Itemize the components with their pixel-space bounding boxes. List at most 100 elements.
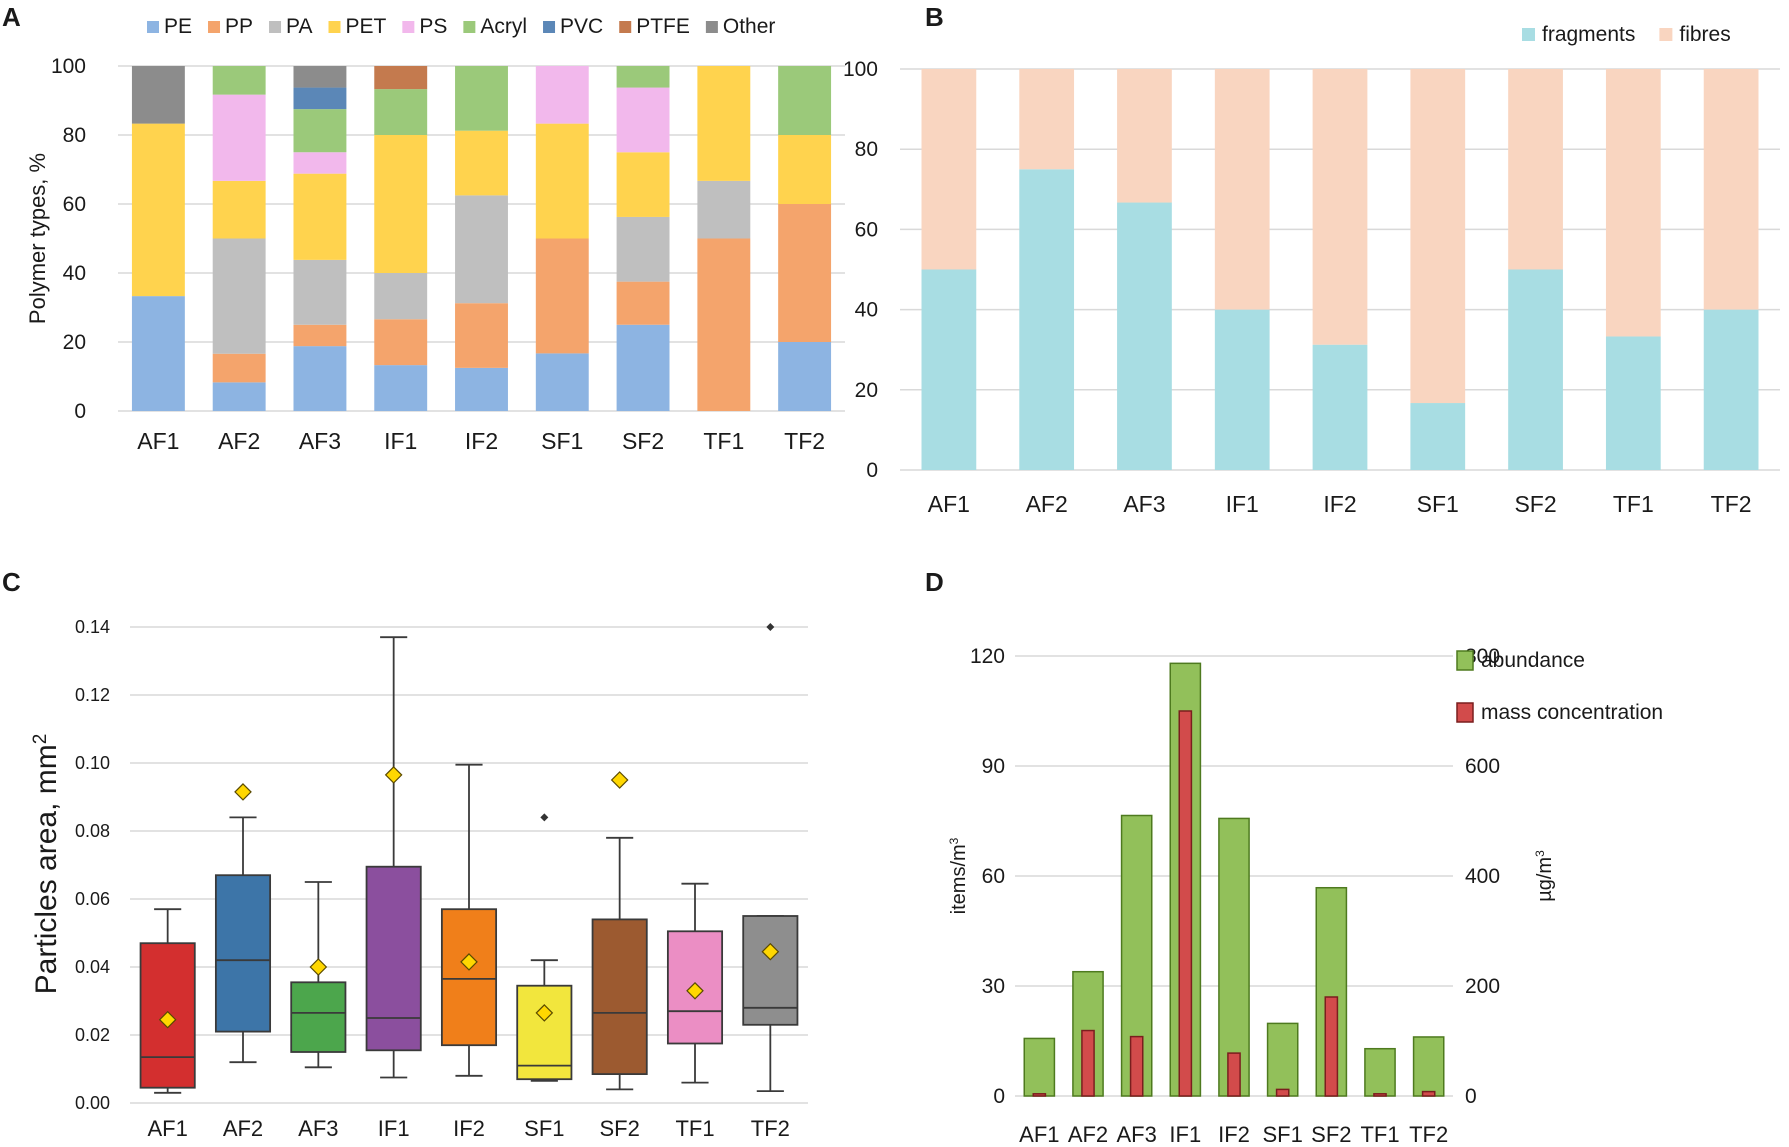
d-bar-sf2-mass-concentration [1324, 996, 1339, 1097]
chart-a-polymer-types: 0 20 40 60 80 100 Polymer types, % AF1 AF2 AF3 IF1… [25, 15, 845, 454]
b-bar-tf1-fibres [1605, 69, 1661, 337]
c-box-if1 [365, 865, 422, 1052]
d-legend-label-mass-concentration: mass concentration [1481, 701, 1663, 724]
a-legend-swatch-ptfe [619, 21, 632, 33]
b-bar-if2-fibres [1312, 69, 1368, 345]
b-ytick-100: 100 [843, 58, 878, 81]
panel-label-d: D [925, 567, 944, 597]
a-bar-af1-pe [131, 296, 185, 411]
b-xtick-sf2: SF2 [1514, 491, 1556, 517]
a-bar-af3-pvc [293, 87, 347, 110]
a-ylabel: Polymer types, % [25, 153, 50, 324]
a-legend-label-other: Other [723, 15, 776, 38]
d-bar-if2-mass-concentration [1227, 1052, 1241, 1097]
a-bar-af3-acryl [293, 109, 347, 153]
a-bar-af3-ps [293, 152, 347, 174]
c-mean-marker-af1 [158, 1010, 177, 1029]
d-legend-label-abundance: abundance [1481, 649, 1585, 672]
d-bar-tf2-mass-concentration [1421, 1090, 1436, 1097]
chart-d-abundance-mass: 0 30 60 90 120 0 200 400 600 800 items/m3 µg/m3 AF1 A… [947, 645, 1663, 1147]
d-ytick-right-800: 800 [1465, 645, 1500, 668]
b-bar-sf1-fibres [1410, 69, 1466, 404]
b-bar-af1-fibres [921, 69, 977, 270]
a-bar-if2-pet [455, 130, 508, 196]
chart-c-particles-area: 0.00 0.02 0.04 0.06 0.08 0.10 0.12 0.14 Particle… [30, 617, 808, 1141]
a-bar-if2-pe [455, 367, 508, 411]
a-xtick-af1: AF1 [137, 428, 179, 454]
a-ytick-80: 80 [63, 124, 86, 147]
c-mean-marker-af2 [234, 783, 252, 801]
b-bar-if2-fragments [1312, 344, 1368, 470]
a-bar-sf2-acryl [616, 66, 670, 88]
a-xtick-af2: AF2 [218, 428, 260, 454]
a-bar-sf1-ps [535, 66, 589, 124]
c-mean-marker-af3 [309, 958, 328, 976]
c-box-sf2 [591, 918, 648, 1076]
a-legend-label-pet: PET [346, 15, 387, 38]
a-bar-af2-pe [212, 382, 266, 411]
a-xtick-af3: AF3 [299, 428, 341, 454]
c-xtick-af2: AF2 [223, 1116, 263, 1141]
a-bar-af2-pp [212, 353, 266, 383]
a-bar-af2-pa [212, 238, 266, 354]
b-bar-af1-fragments [921, 269, 977, 470]
d-legend-swatch-mass-concentration [1456, 702, 1474, 723]
a-bar-tf1-pet [697, 66, 751, 181]
c-xtick-af3: AF3 [298, 1116, 338, 1141]
b-legend-label-fibres: fibres [1679, 23, 1730, 46]
a-bar-if1-ptfe [374, 66, 428, 90]
c-ytick-0-02: 0.02 [75, 1025, 110, 1045]
c-ytick-0-14: 0.14 [75, 617, 110, 637]
b-xtick-if1: IF1 [1226, 491, 1259, 517]
a-bar-tf2-pp [778, 204, 832, 342]
a-legend-label-acryl: Acryl [480, 15, 527, 38]
d-xtick-tf1: TF1 [1360, 1122, 1399, 1147]
b-legend-swatch-fibres [1659, 28, 1673, 41]
a-bar-af3-other [293, 66, 347, 88]
a-bar-af1-pet [131, 123, 185, 297]
d-xtick-af1: AF1 [1019, 1122, 1059, 1147]
b-ytick-80: 80 [855, 138, 878, 161]
d-bar-af1-mass-concentration [1032, 1093, 1047, 1097]
c-outlier-tf2-0 [766, 623, 775, 631]
a-xtick-sf2: SF2 [622, 428, 664, 454]
c-ytick-0-08: 0.08 [75, 821, 110, 841]
b-bar-af3-fibres [1117, 69, 1172, 203]
d-bar-tf2-abundance [1412, 1036, 1445, 1097]
a-bar-tf1-pa [697, 180, 751, 239]
c-xtick-sf2: SF2 [599, 1116, 639, 1141]
c-xtick-tf1: TF1 [675, 1116, 714, 1141]
d-xtick-tf2: TF2 [1409, 1122, 1448, 1147]
c-xtick-if1: IF1 [378, 1116, 410, 1141]
b-xtick-tf2: TF2 [1711, 491, 1752, 517]
a-bar-sf2-pa [616, 216, 670, 282]
c-box-tf2 [742, 915, 799, 1026]
a-bar-if2-pp [455, 303, 508, 368]
a-bar-tf2-acryl [778, 66, 832, 135]
b-legend-label-fragments: fragments [1542, 23, 1635, 46]
a-xtick-tf1: TF1 [703, 428, 744, 454]
d-ylabel-right: µg/m3 [1533, 850, 1556, 902]
c-mean-marker-if2 [460, 953, 478, 971]
a-bar-sf1-pp [535, 238, 589, 354]
d-bar-af2-mass-concentration [1081, 1029, 1095, 1097]
a-ytick-40: 40 [63, 262, 86, 285]
d-xtick-sf2: SF2 [1311, 1122, 1351, 1147]
b-bar-sf2-fragments [1508, 269, 1563, 470]
b-ytick-20: 20 [855, 379, 878, 402]
c-xtick-if2: IF2 [453, 1116, 485, 1141]
panel-label-b: B [925, 2, 944, 32]
c-ytick-0-06: 0.06 [75, 889, 110, 909]
d-bar-af3-mass-concentration [1129, 1035, 1144, 1097]
b-xtick-af2: AF2 [1026, 491, 1068, 517]
c-mean-marker-sf1 [535, 1004, 554, 1022]
a-legend-swatch-pe [147, 21, 159, 33]
a-bar-sf2-ps [616, 87, 670, 153]
b-ytick-60: 60 [855, 218, 878, 241]
b-ytick-40: 40 [855, 299, 878, 322]
c-xtick-sf1: SF1 [524, 1116, 564, 1141]
a-bar-sf1-pe [535, 353, 589, 411]
a-bar-af2-pet [212, 180, 266, 239]
a-xtick-tf2: TF2 [784, 428, 825, 454]
